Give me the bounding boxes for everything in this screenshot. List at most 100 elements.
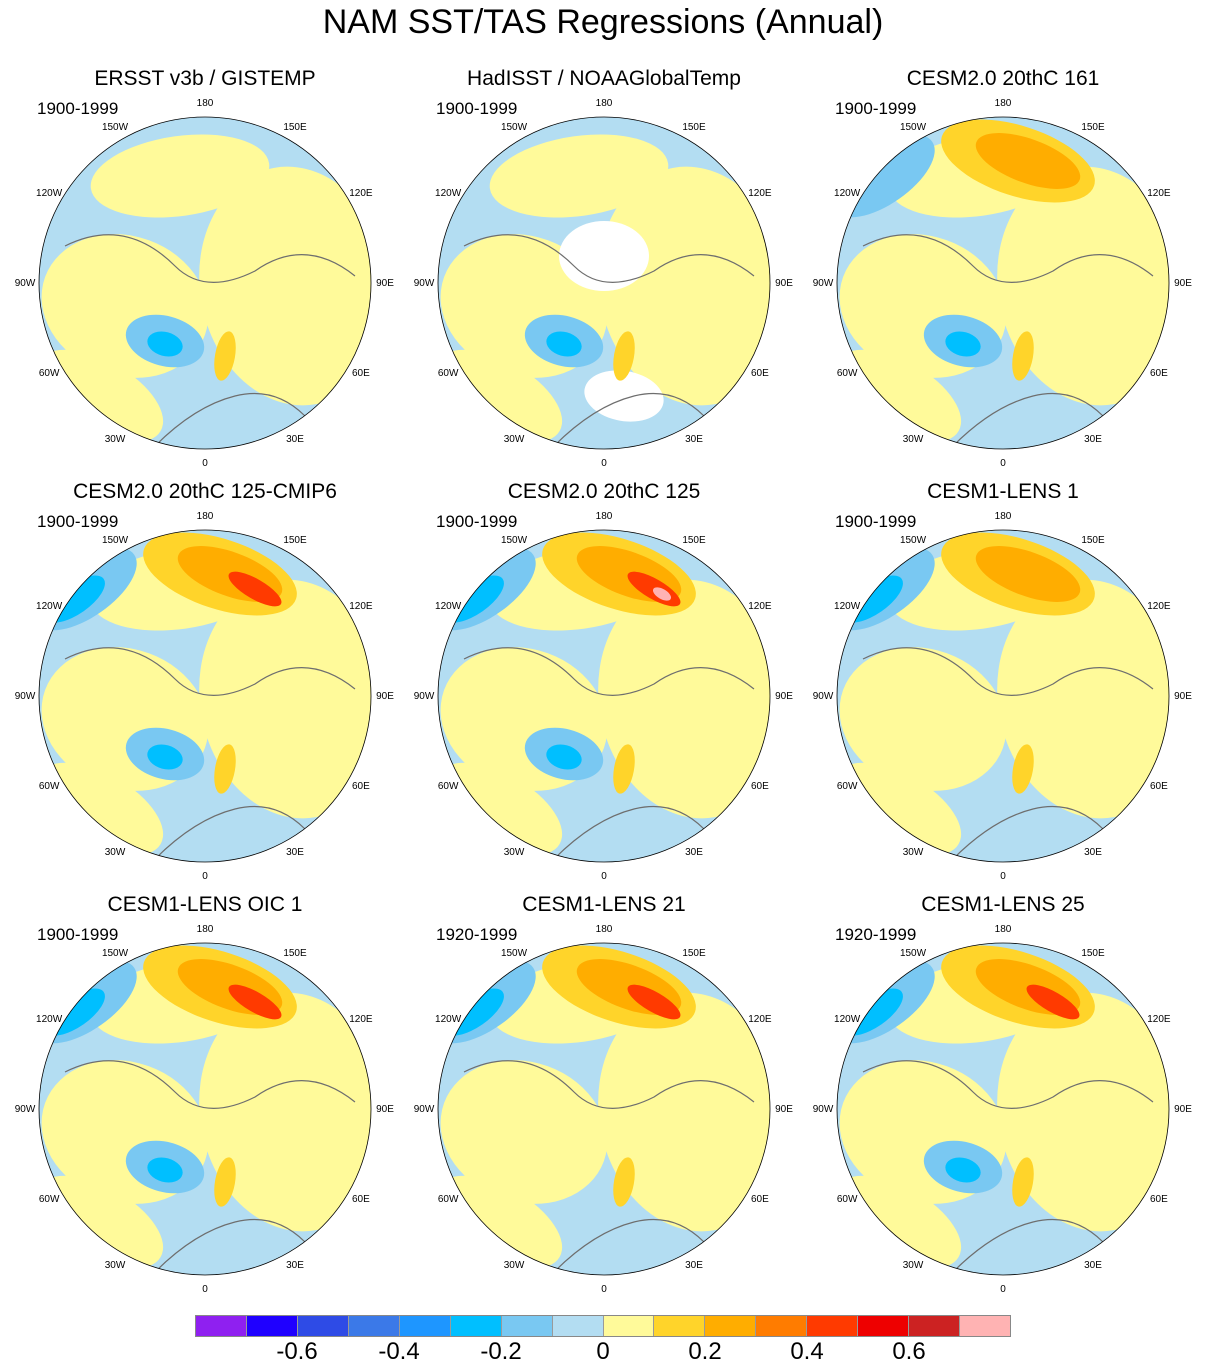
panel-title: CESM2.0 20thC 125-CMIP6 <box>73 480 337 503</box>
longitude-label: 180 <box>995 98 1012 109</box>
polar-stereographic-map: 180 150E 120E 90E 60E 30E 0 30W 60W 90W 120W 150W <box>813 511 1193 882</box>
longitude-label: 150E <box>1081 948 1105 959</box>
longitude-label: 30W <box>105 847 126 858</box>
longitude-label: 60W <box>438 781 459 792</box>
coastline <box>952 1218 1104 1273</box>
map-panel: 180 150E 120E 90E 60E 30E 0 30W 60W 90W 120W 150W ER… <box>5 66 405 479</box>
longitude-label: 90W <box>813 1104 834 1115</box>
longitude-label: 30W <box>504 1260 525 1271</box>
longitude-label: 90W <box>15 1104 36 1115</box>
longitude-label: 0 <box>601 458 607 469</box>
map-border <box>437 529 771 863</box>
polar-stereographic-map: 180 150E 120E 90E 60E 30E 0 30W 60W 90W 120W 150W <box>414 98 794 469</box>
cool-anomaly-atlantic-core <box>945 1157 981 1183</box>
longitude-label: 150W <box>102 948 129 959</box>
polar-stereographic-map: 180 150E 120E 90E 60E 30E 0 30W 60W 90W 120W 150W <box>813 924 1193 1295</box>
panel-title: CESM1-LENS OIC 1 <box>107 893 303 916</box>
longitude-label: 90W <box>813 691 834 702</box>
longitude-label: 150E <box>1081 535 1105 546</box>
colorbar-tick-labels: -0.6 -0.4 -0.2 0 0.2 0.4 0.6 <box>0 1337 1206 1371</box>
warm-anomaly-scandinavia <box>1012 331 1034 381</box>
longitude-label: 0 <box>202 1284 208 1295</box>
longitude-label: 60E <box>751 781 769 792</box>
longitude-label: 150E <box>283 535 307 546</box>
longitude-label: 30E <box>1084 1260 1102 1271</box>
warm-anomaly-pacific-peak <box>228 571 282 607</box>
map-border <box>38 529 372 863</box>
longitude-label: 150E <box>1081 122 1105 133</box>
panel-period: 1900-1999 <box>835 99 917 118</box>
figure-title: NAM SST/TAS Regressions (Annual) <box>322 3 884 41</box>
longitude-label: 0 <box>601 871 607 882</box>
map-panel: 180 150E 120E 90E 60E 30E 0 30W 60W 90W 120W 150W CE… <box>5 479 405 892</box>
colorbar-tick-label: 0 <box>596 1338 610 1365</box>
longitude-label: 180 <box>596 98 613 109</box>
polar-stereographic-map: 180 150E 120E 90E 60E 30E 0 30W 60W 90W 120W 150W <box>15 98 395 469</box>
longitude-label: 120E <box>349 188 373 199</box>
longitude-label: 180 <box>995 511 1012 522</box>
warm-region-eurasia <box>199 992 371 1232</box>
panel-title: CESM1-LENS 21 <box>522 893 686 916</box>
coastline <box>862 1060 1154 1109</box>
map-border <box>38 116 372 450</box>
warm-anomaly-pacific-peak <box>627 984 681 1020</box>
warm-anomaly-pacific-core <box>975 546 1081 602</box>
longitude-label: 0 <box>1000 1284 1006 1295</box>
longitude-label: 90W <box>414 1104 435 1115</box>
longitude-label: 150E <box>682 535 706 546</box>
warm-anomaly-scandinavia <box>214 1157 236 1207</box>
longitude-label: 90E <box>376 1104 394 1115</box>
longitude-label: 180 <box>197 98 214 109</box>
map-panel: 180 150E 120E 90E 60E 30E 0 30W 60W 90W 120W 150W CE… <box>803 66 1203 479</box>
longitude-label: 60E <box>1150 368 1168 379</box>
colorbar-swatch <box>348 1316 400 1336</box>
warm-region-eurasia <box>598 166 770 406</box>
longitude-label: 90E <box>1174 278 1192 289</box>
longitude-label: 30W <box>903 434 924 445</box>
longitude-label: 60E <box>1150 781 1168 792</box>
longitude-label: 120W <box>36 188 63 199</box>
warm-region-eurasia <box>598 992 770 1232</box>
map-border <box>836 116 1170 450</box>
warm-region-atlantic <box>438 1175 563 1269</box>
longitude-label: 120W <box>435 601 462 612</box>
map-panel: 180 150E 120E 90E 60E 30E 0 30W 60W 90W 120W 150W CE… <box>803 479 1203 892</box>
colorbar-tick-label: 0.2 <box>688 1338 722 1365</box>
coastline <box>553 1218 705 1273</box>
colorbar-tick-label: -0.6 <box>276 1338 318 1365</box>
longitude-label: 120W <box>36 1014 63 1025</box>
coastline <box>952 805 1104 860</box>
warm-region-atlantic <box>39 762 164 856</box>
warm-region-eurasia <box>997 992 1169 1232</box>
panel-period: 1900-1999 <box>37 99 119 118</box>
colorbar-swatch <box>603 1316 655 1336</box>
cool-anomaly-atlantic-core <box>546 744 582 770</box>
longitude-label: 90W <box>15 691 36 702</box>
colorbar-swatch <box>450 1316 502 1336</box>
longitude-label: 90W <box>414 278 435 289</box>
polar-stereographic-map: 180 150E 120E 90E 60E 30E 0 30W 60W 90W 120W 150W <box>414 924 794 1295</box>
map-panel: 180 150E 120E 90E 60E 30E 0 30W 60W 90W 120W 150W Ha… <box>404 66 804 479</box>
panel-period: 1920-1999 <box>835 925 917 944</box>
warm-region-atlantic <box>39 1175 164 1269</box>
longitude-label: 60E <box>751 1194 769 1205</box>
warm-anomaly-scandinavia <box>1012 1157 1034 1207</box>
longitude-label: 120W <box>36 601 63 612</box>
warm-anomaly-scandinavia <box>214 331 236 381</box>
longitude-label: 120E <box>1147 601 1171 612</box>
colorbar-swatch <box>196 1316 247 1336</box>
longitude-label: 60E <box>352 368 370 379</box>
longitude-label: 120E <box>748 1014 772 1025</box>
colorbar-swatch <box>756 1316 808 1336</box>
longitude-label: 30W <box>903 847 924 858</box>
longitude-label: 30E <box>1084 434 1102 445</box>
longitude-label: 120E <box>1147 1014 1171 1025</box>
map-border <box>836 942 1170 1276</box>
warm-region-north-america <box>440 1060 608 1204</box>
longitude-label: 150W <box>102 535 129 546</box>
longitude-label: 150W <box>501 948 528 959</box>
cool-anomaly-atlantic-core <box>147 1157 183 1183</box>
coastline <box>154 392 306 447</box>
longitude-label: 150W <box>900 122 927 133</box>
longitude-label: 30E <box>685 434 703 445</box>
